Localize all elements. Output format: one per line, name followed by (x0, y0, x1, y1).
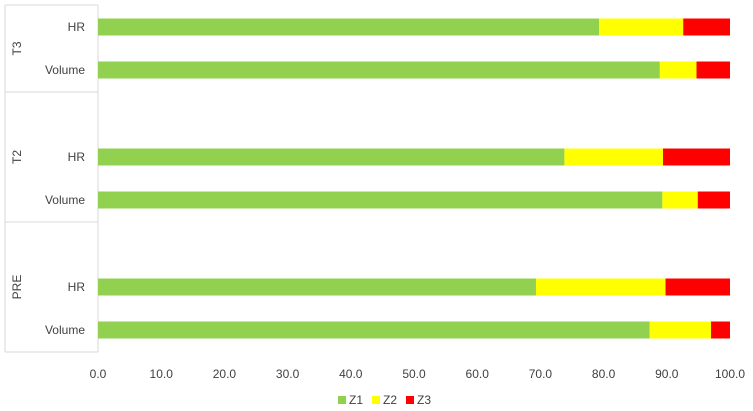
x-tick-label: 50.0 (402, 367, 426, 381)
group-label-t2: T2 (10, 150, 24, 164)
bar-segment-z1-pre-volume (98, 321, 650, 339)
bar-segment-z2-t3-volume (659, 61, 697, 79)
x-tick-label: 60.0 (466, 367, 490, 381)
bars-layer (98, 18, 730, 339)
legend-label-z2: Z2 (383, 393, 397, 407)
bar-segment-z3-t3-volume (696, 61, 730, 79)
x-tick-label: 10.0 (150, 367, 174, 381)
x-tick-label: 100.0 (715, 367, 745, 381)
x-tick-label: 80.0 (592, 367, 616, 381)
bar-segment-z1-t2-volume (98, 191, 663, 209)
bar-segment-z1-t3-hr (98, 18, 600, 36)
x-tick-label: 90.0 (655, 367, 679, 381)
bar-segment-z2-pre-hr (535, 278, 666, 296)
bar-segment-z2-pre-volume (649, 321, 712, 339)
x-tick-label: 70.0 (529, 367, 553, 381)
legend-swatch-z2 (372, 396, 380, 404)
bar-segment-z1-t2-hr (98, 148, 565, 166)
bar-segment-z3-t2-volume (697, 191, 730, 209)
legend-swatch-z3 (406, 396, 414, 404)
bar-segment-z2-t2-volume (662, 191, 698, 209)
category-label: Volume (45, 193, 85, 207)
group-label-pre: PRE (10, 275, 24, 300)
x-tick-label: 30.0 (276, 367, 300, 381)
bar-segment-z3-pre-hr (665, 278, 730, 296)
bar-segment-z2-t2-hr (564, 148, 664, 166)
bar-segment-z1-pre-hr (98, 278, 536, 296)
category-label: HR (68, 280, 86, 294)
bar-segment-z3-t2-hr (663, 148, 730, 166)
legend: Z1 Z2 Z3 (338, 393, 431, 407)
category-label: HR (68, 20, 86, 34)
category-label: Volume (45, 63, 85, 77)
legend-label-z1: Z1 (349, 393, 363, 407)
bar-segment-z1-t3-volume (98, 61, 660, 79)
labels-layer: T3 HR Volume T2 HR Volume PRE HR Volume 0.0 10.0 20… (10, 20, 745, 381)
bar-segment-z3-t3-hr (683, 18, 730, 36)
bar-segment-z3-pre-volume (711, 321, 730, 339)
category-label: Volume (45, 323, 85, 337)
legend-swatch-z1 (338, 396, 346, 404)
category-label: HR (68, 150, 86, 164)
x-tick-label: 40.0 (339, 367, 363, 381)
legend-label-z3: Z3 (417, 393, 431, 407)
group-label-t3: T3 (10, 41, 24, 55)
bar-segment-z2-t3-hr (599, 18, 684, 36)
x-tick-label: 20.0 (213, 367, 237, 381)
x-tick-label: 0.0 (90, 367, 107, 381)
